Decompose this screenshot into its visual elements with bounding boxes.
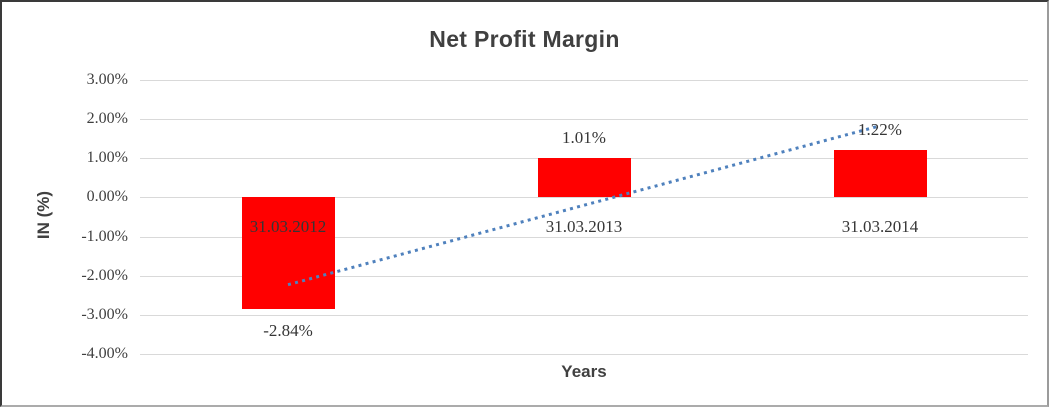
y-axis-tick-label: -2.00% — [81, 266, 128, 284]
bar-31.03.2014 — [833, 149, 927, 198]
trendline-dotted-line — [287, 124, 881, 287]
y-axis-tick-label: 1.00% — [86, 149, 128, 167]
y-axis-tick-label: 2.00% — [86, 110, 128, 128]
gridline — [140, 80, 1028, 81]
y-axis-tick-label: 3.00% — [86, 71, 128, 88]
x-axis-title: Years — [561, 362, 607, 381]
gridline — [140, 354, 1028, 355]
gridline — [140, 119, 1028, 121]
chart-title: Net Profit Margin — [429, 26, 620, 52]
bar-31.03.2013 — [537, 157, 631, 198]
y-axis-tick-label: -3.00% — [81, 305, 128, 323]
y-axis-tick-label: -4.00% — [81, 345, 128, 362]
y-axis-tick-label: -1.00% — [81, 227, 128, 245]
gridline — [140, 197, 1028, 199]
gridline — [140, 236, 1028, 238]
gridline — [140, 314, 1028, 316]
gridline — [140, 275, 1028, 277]
y-axis-tick-label: 0.00% — [86, 188, 128, 206]
bar-31.03.2012 — [241, 197, 335, 309]
